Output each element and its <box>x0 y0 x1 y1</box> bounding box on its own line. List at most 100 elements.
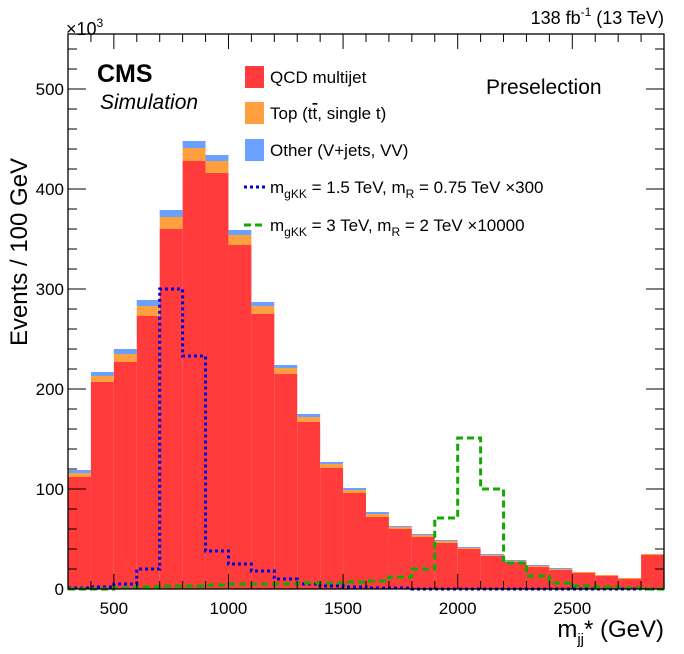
qcd-bar <box>388 529 412 589</box>
qcd-bar <box>90 382 114 589</box>
top-bar <box>595 575 619 576</box>
y-tick-label: 200 <box>36 380 64 399</box>
top-bar <box>480 555 504 556</box>
y-tick-label: 400 <box>36 180 64 199</box>
qcd-bar <box>343 493 366 589</box>
x-tick-label: 500 <box>100 599 128 618</box>
other-bar <box>90 372 114 376</box>
other-bar <box>136 300 160 306</box>
qcd-bar <box>503 562 527 589</box>
other-bar <box>205 155 229 161</box>
qcd-bar <box>595 576 619 589</box>
top-bar <box>388 527 412 529</box>
legend: QCD multijet Top (tt, single t) Other (V+j… <box>244 66 543 239</box>
other-bar <box>366 512 389 514</box>
other-bar <box>526 565 550 566</box>
other-bar <box>434 540 458 541</box>
qcd-bar <box>297 422 321 589</box>
top-bar <box>618 578 642 579</box>
top-bar <box>641 554 664 555</box>
qcd-bar <box>641 555 664 589</box>
qcd-legend-swatch <box>245 66 264 88</box>
qcd-bar <box>526 567 550 589</box>
stacked-bars <box>68 141 664 589</box>
qcd-bar <box>434 543 458 589</box>
top-bar <box>526 566 550 567</box>
lumi-label: 138 fb-1 (13 TeV) <box>531 5 664 28</box>
top-bar <box>572 572 596 573</box>
other-bar <box>343 488 366 490</box>
other-bar <box>182 141 206 148</box>
y-tick-label: 300 <box>36 280 64 299</box>
other-bar <box>457 547 481 548</box>
qcd-bar <box>159 229 183 589</box>
x-axis-title: mjj* (GeV) <box>557 616 664 648</box>
qcd-bar <box>228 245 252 589</box>
other-bar <box>228 230 252 235</box>
other-bar <box>113 349 137 354</box>
qcd-bar <box>182 161 206 589</box>
axis-ticks: 500 1000 1500 2000 2500 0 100 200 300 400 500 <box>36 34 665 618</box>
top-bar <box>411 535 435 537</box>
selection-label: Preselection <box>486 76 602 99</box>
qcd-bar <box>113 362 137 589</box>
x-tick-label: 1000 <box>210 599 248 618</box>
qcd-bar <box>274 374 298 589</box>
top-bar <box>434 541 458 543</box>
top-bar <box>503 561 527 562</box>
other-bar <box>411 534 435 535</box>
top-bar <box>136 306 160 316</box>
top-bar <box>205 161 229 173</box>
other-bar <box>274 365 298 368</box>
qcd-bar <box>68 477 91 589</box>
cms-label: CMS <box>97 60 153 88</box>
qcd-bar <box>411 537 435 589</box>
qcd-legend-label: QCD multijet <box>270 68 367 87</box>
simulation-label: Simulation <box>100 91 198 114</box>
x-tick-label: 1500 <box>324 599 362 618</box>
qcd-bar <box>618 579 642 589</box>
other-bar <box>159 210 183 217</box>
qcd-bar <box>136 316 160 589</box>
top-bar <box>274 368 298 374</box>
top-bar <box>159 217 183 229</box>
top-bar <box>457 548 481 549</box>
qcd-bar <box>480 556 504 589</box>
other-bar <box>480 554 504 555</box>
other-bar <box>388 526 412 527</box>
other-bar <box>320 462 344 464</box>
top-legend-label: Top (tt, single t) <box>270 104 386 123</box>
top-bar <box>366 514 389 517</box>
top-bar <box>68 473 91 477</box>
top-bar <box>90 376 114 382</box>
signal2-line <box>68 436 664 591</box>
top-bar <box>182 148 206 161</box>
signal1-legend-label: mgKK = 1.5 TeV, mR = 0.75 TeV ×300 <box>270 178 543 201</box>
top-bar <box>228 235 252 245</box>
qcd-bar <box>549 570 573 589</box>
top-bar <box>251 306 275 314</box>
signal2-legend-label: mgKK = 3 TeV, mR = 2 TeV ×10000 <box>270 216 525 239</box>
qcd-bar <box>251 314 275 589</box>
qcd-bar <box>320 468 344 589</box>
top-bar <box>320 464 344 468</box>
top-legend-swatch <box>245 102 264 124</box>
other-bar <box>549 568 573 569</box>
top-bar <box>549 569 573 570</box>
other-bar <box>297 414 321 417</box>
other-bar <box>503 560 527 561</box>
exponent-label: ×103 <box>66 16 104 39</box>
y-tick-label: 0 <box>55 580 64 599</box>
x-tick-label: 2500 <box>553 599 591 618</box>
top-bar <box>343 490 366 493</box>
y-axis-title: Events / 100 GeV <box>6 158 33 346</box>
top-bar <box>113 354 137 362</box>
y-tick-label: 100 <box>36 480 64 499</box>
qcd-bar <box>457 549 481 589</box>
top-bar <box>297 417 321 422</box>
other-bar <box>68 470 91 473</box>
other-legend-swatch <box>245 139 264 161</box>
other-bar <box>251 302 275 306</box>
x-tick-label: 2000 <box>439 599 477 618</box>
